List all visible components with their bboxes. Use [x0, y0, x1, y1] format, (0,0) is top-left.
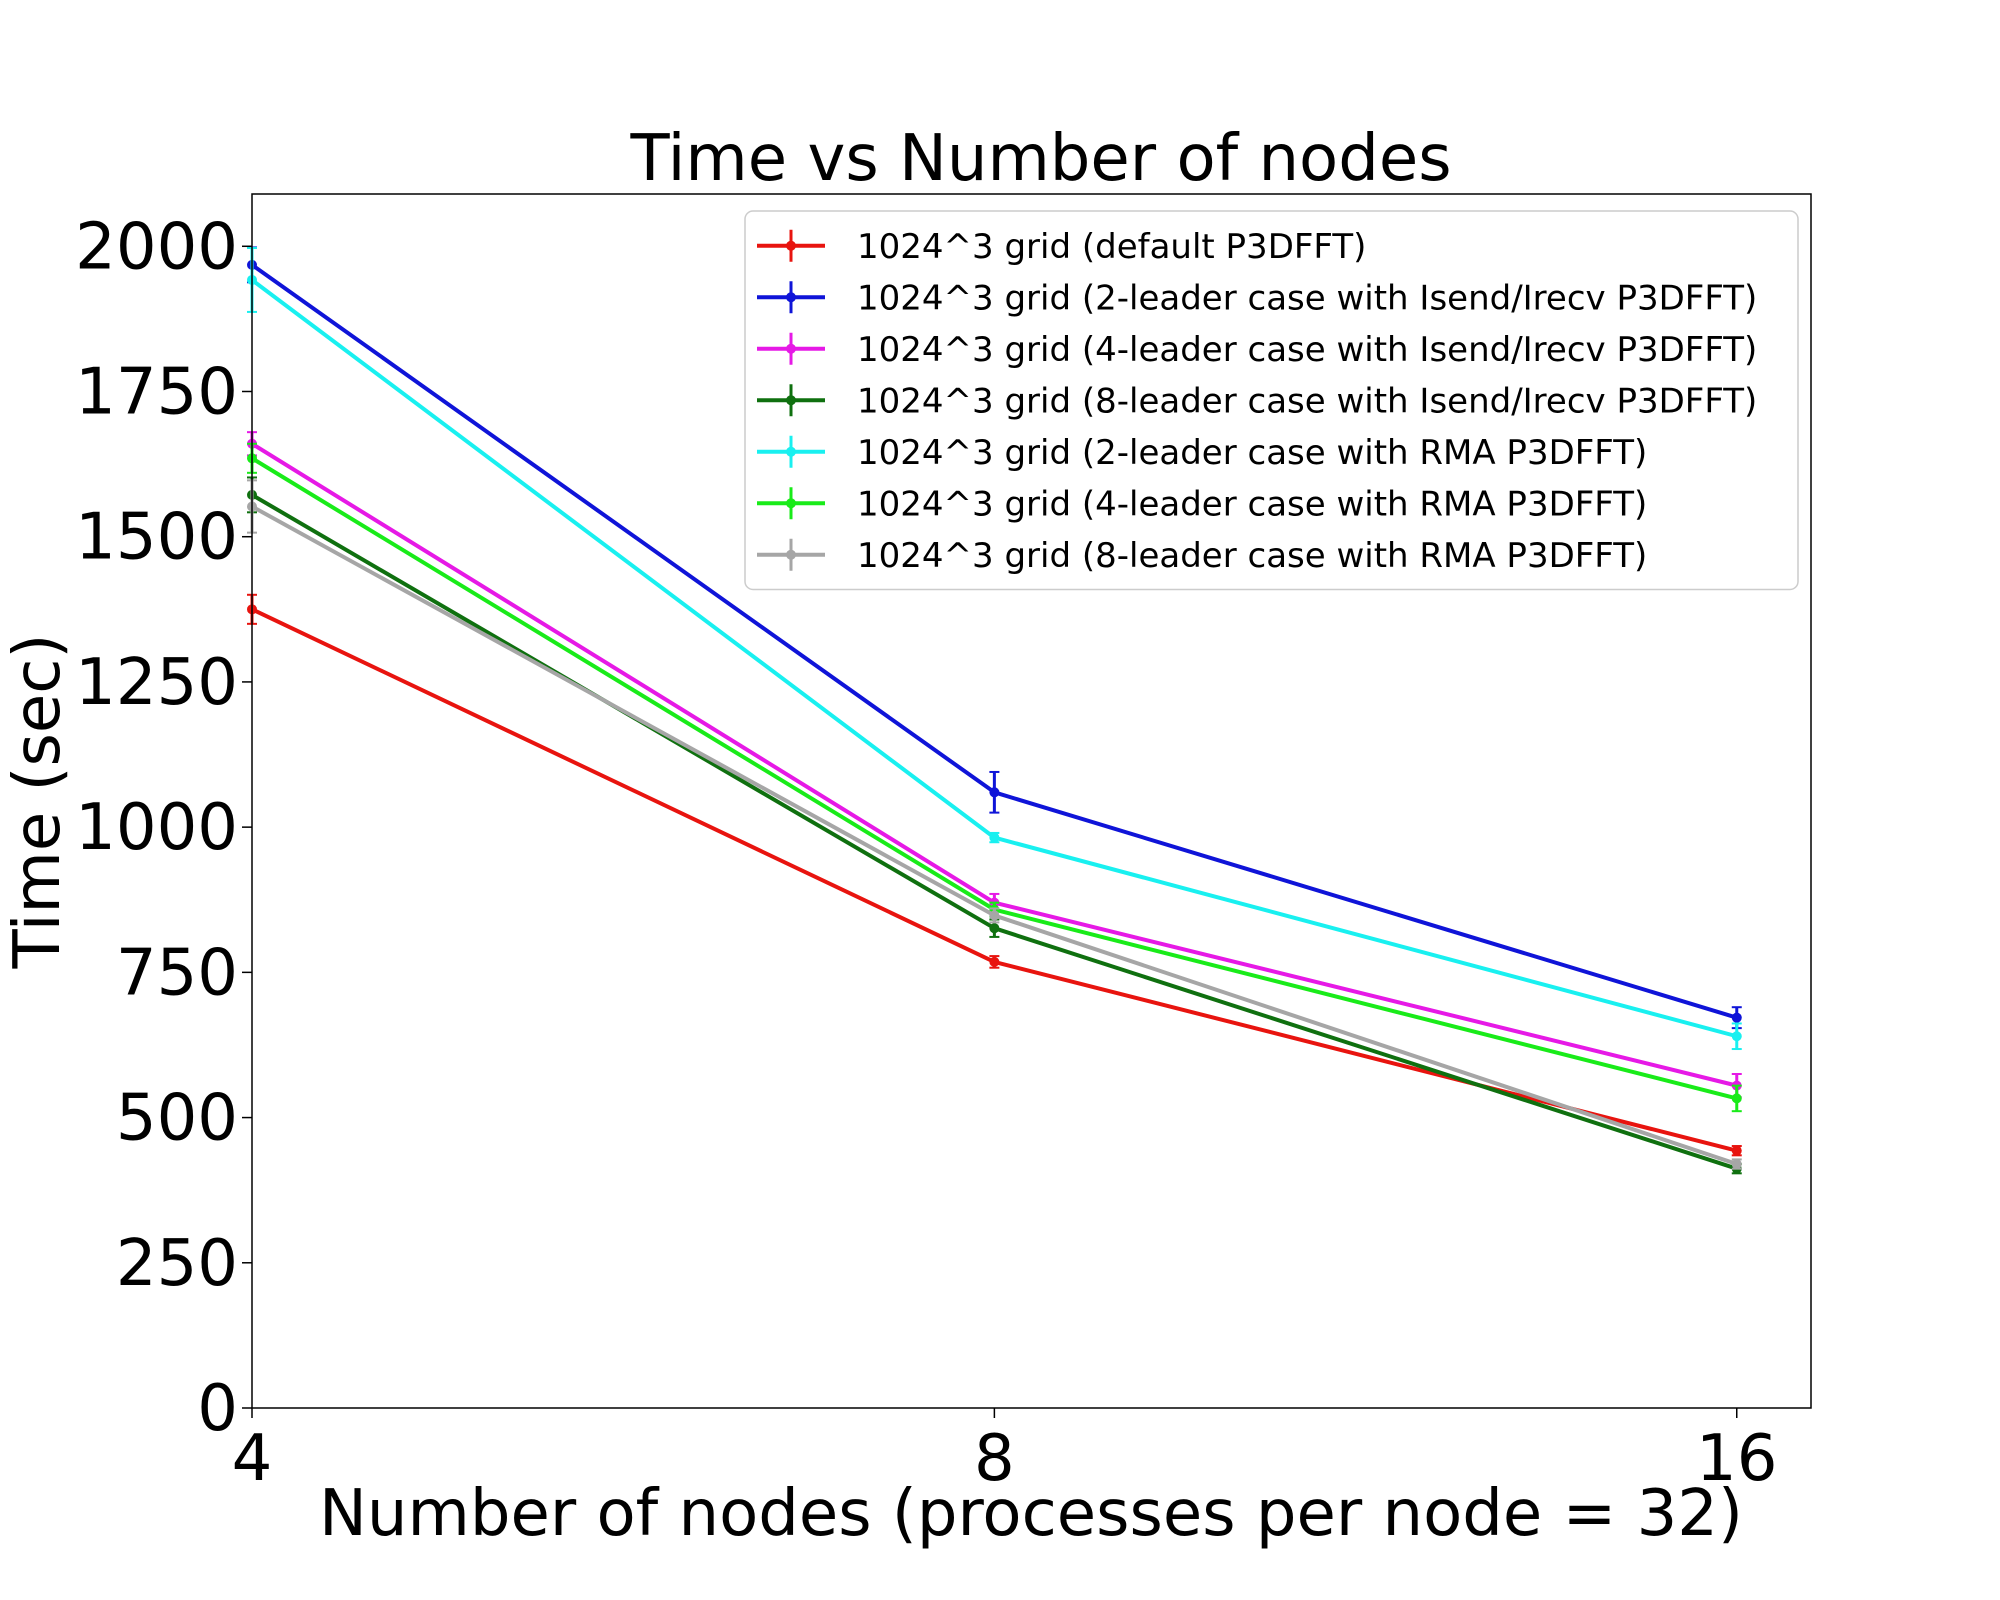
y-tick-label: 1250: [75, 646, 238, 720]
plot-area: [247, 246, 1742, 1175]
legend: 1024^3 grid (default P3DFFT) 1024^3 grid …: [744, 210, 1799, 591]
series-line: [251, 607, 1738, 1153]
x-tick-label: 16: [1696, 1422, 1777, 1496]
data-point: [989, 832, 1000, 843]
legend-item: 1024^3 grid (default P3DFFT): [757, 227, 1366, 267]
y-axis-label: Time (sec): [1, 634, 75, 970]
data-point: [1731, 1159, 1742, 1170]
y-tick-label: 750: [116, 936, 238, 1010]
legend-swatch-marker: [786, 446, 796, 457]
data-point: [1731, 1031, 1742, 1042]
legend-swatch-marker: [786, 549, 796, 560]
y-tick-label: 250: [116, 1227, 238, 1301]
y-axis: 0 250 500 750 1000 1250 1500 1750 2000: [75, 210, 252, 1446]
x-axis-label: Number of nodes (processes per node = 32…: [319, 1477, 1743, 1551]
legend-label: 1024^3 grid (2-leader case with RMA P3DF…: [857, 433, 1647, 473]
legend-label: 1024^3 grid (4-leader case with Isend/Ir…: [857, 330, 1757, 370]
chart-title: Time vs Number of nodes: [629, 122, 1451, 196]
plot-frame: [251, 193, 1812, 1409]
legend-swatch-marker: [786, 240, 796, 251]
y-tick-label: 1500: [75, 501, 238, 575]
legend-swatch-marker: [786, 498, 796, 509]
data-point: [1731, 1012, 1742, 1023]
x-tick-label: 4: [232, 1422, 273, 1496]
legend-item: 1024^3 grid (4-leader case with Isend/Ir…: [757, 330, 1757, 370]
legend-box: [744, 210, 1799, 591]
x-axis: 4 8 16: [232, 1408, 1777, 1496]
y-tick-label: 0: [197, 1372, 238, 1446]
series-1: [247, 593, 1742, 1157]
y-tick-label: 500: [116, 1082, 238, 1156]
y-tick-label: 2000: [75, 210, 238, 284]
data-point: [989, 956, 1000, 967]
data-point: [1731, 1145, 1742, 1156]
legend-item: 1024^3 grid (8-leader case with Isend/Ir…: [757, 381, 1757, 421]
legend-label: 1024^3 grid (2-leader case with Isend/Ir…: [857, 278, 1757, 318]
legend-item: 1024^3 grid (2-leader case with Isend/Ir…: [757, 278, 1757, 318]
legend-label: 1024^3 grid (8-leader case with RMA P3DF…: [857, 536, 1647, 576]
data-point: [1731, 1093, 1742, 1104]
legend-item: 1024^3 grid (2-leader case with RMA P3DF…: [757, 433, 1647, 473]
y-tick-label: 1000: [75, 791, 238, 865]
legend-item: 1024^3 grid (4-leader case with RMA P3DF…: [757, 484, 1647, 524]
data-point: [989, 923, 1000, 934]
legend-label: 1024^3 grid (default P3DFFT): [857, 227, 1366, 267]
legend-label: 1024^3 grid (4-leader case with RMA P3DF…: [857, 484, 1647, 524]
legend-swatch-marker: [786, 292, 796, 303]
legend-item: 1024^3 grid (8-leader case with RMA P3DF…: [757, 536, 1647, 576]
legend-swatch-marker: [786, 395, 796, 406]
y-tick-label: 1750: [75, 355, 238, 429]
legend-label: 1024^3 grid (8-leader case with Isend/Ir…: [857, 381, 1757, 421]
data-point: [989, 787, 1000, 798]
data-point: [989, 910, 1000, 921]
x-tick-label: 8: [974, 1422, 1015, 1496]
legend-swatch-marker: [786, 343, 796, 354]
